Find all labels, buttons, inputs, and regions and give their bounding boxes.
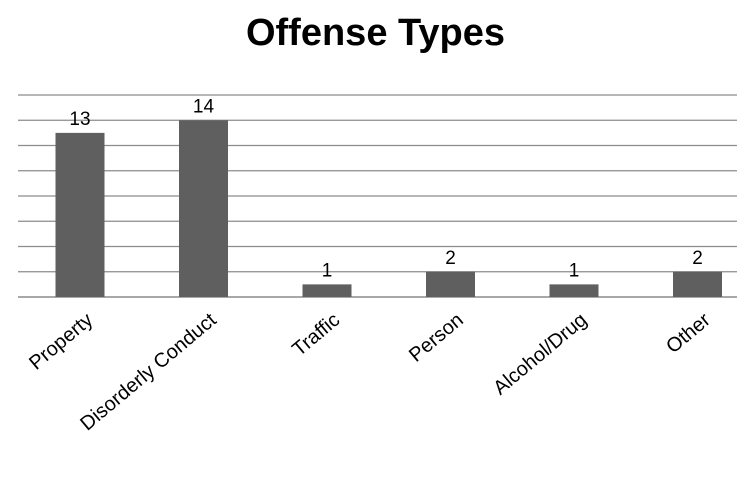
x-tick-label: Disorderly Conduct [76,309,221,435]
x-tick-label: Alcohol/Drug [489,309,591,399]
bar-other [673,271,722,297]
data-label: 2 [445,248,456,269]
x-tick-label: Traffic [288,309,344,361]
x-tick-label: Property [25,309,97,374]
x-tick-label: Person [405,309,468,367]
bar-property [55,132,105,297]
gridlines [18,94,737,298]
data-label: 2 [692,248,703,269]
bar-traffic [302,284,352,297]
data-label: 1 [569,260,580,281]
bar-disorderly-conduct [179,120,228,297]
bar-alcohol-drug [549,284,599,297]
chart-title: Offense Types [245,12,506,54]
data-labels: 13 14 1 2 1 2 [69,96,702,281]
data-label: 14 [193,96,215,117]
x-tick-label: Other [662,309,715,358]
data-label: 13 [69,109,90,130]
bars [55,120,722,297]
data-label: 1 [322,260,333,281]
bar-person [426,271,475,297]
